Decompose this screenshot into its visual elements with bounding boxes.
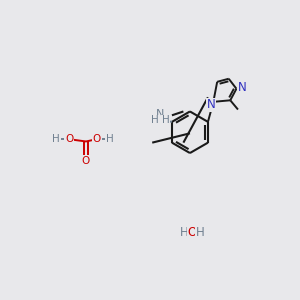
- Text: H: H: [180, 226, 189, 239]
- Text: N: N: [237, 82, 246, 94]
- Text: H: H: [151, 115, 159, 125]
- Text: H: H: [106, 134, 114, 144]
- Text: O: O: [65, 134, 73, 144]
- Text: H: H: [52, 134, 60, 144]
- Text: N: N: [207, 98, 215, 111]
- Text: H: H: [196, 226, 204, 239]
- Text: O: O: [82, 156, 90, 166]
- Text: O: O: [188, 226, 197, 239]
- Text: N: N: [156, 109, 165, 119]
- Text: H: H: [162, 115, 170, 125]
- Text: O: O: [93, 134, 101, 144]
